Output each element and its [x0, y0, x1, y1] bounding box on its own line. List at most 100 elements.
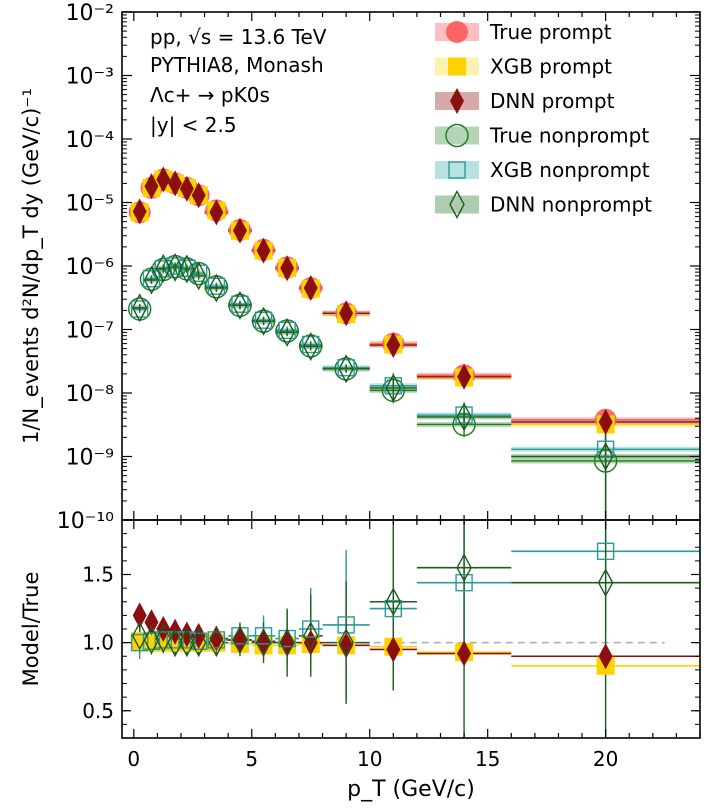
ratio-marker-1-1: [144, 609, 159, 636]
marker-4-6: [207, 277, 226, 295]
y-tick-label-4: 10⁻⁶: [66, 255, 115, 280]
marker-5-8: [255, 306, 272, 336]
ratio-marker-2-13: [455, 573, 473, 592]
marker-2-10: [303, 275, 318, 302]
ratio-marker-2-2: [154, 631, 172, 649]
ratio-marker-2-0: [130, 633, 149, 652]
x-tick-label-15: 15: [475, 747, 500, 771]
marker-2-12: [386, 332, 401, 359]
marker-4-1: [142, 270, 161, 288]
marker-4-14: [596, 440, 615, 458]
ratio-marker-2-14: [596, 542, 615, 561]
y-tick-label-6: 10⁻⁴: [66, 128, 115, 153]
marker-4-12: [384, 377, 403, 395]
ratio-marker-3-6: [208, 628, 225, 658]
marker-5-9: [279, 317, 295, 347]
annotation-line-3: |y| < 2.5: [150, 113, 237, 137]
marker-3-10: [299, 334, 323, 358]
ratio-marker-2-6: [207, 631, 226, 649]
ratio-tick-label-2: 1.5: [82, 563, 114, 587]
marker-5-12: [385, 373, 402, 403]
marker-2-13: [457, 363, 472, 390]
marker-4-8: [254, 311, 273, 329]
legend-marker-5: [449, 190, 465, 219]
legend-band-4: [435, 161, 479, 179]
y-tick-label-5: 10⁻⁵: [66, 192, 114, 217]
marker-2-1: [144, 173, 159, 200]
ratio-marker-2-11: [337, 616, 355, 634]
x-tick-label-10: 10: [357, 747, 382, 771]
top-markers: [127, 166, 618, 473]
y-tick-label-8: 10⁻²: [66, 1, 114, 26]
marker-2-6: [209, 199, 224, 226]
annotation-line-0: pp, √s = 13.6 TeV: [150, 25, 327, 49]
x-tick-label-20: 20: [593, 747, 618, 771]
ratio-marker-2-8: [254, 627, 273, 645]
annotation: pp, √s = 13.6 TeV PYTHIA8, Monash Λc+ → pK…: [150, 25, 327, 137]
ratio-marker-3-14: [597, 568, 614, 598]
y-tick-label-0: 10⁻¹⁰: [57, 509, 114, 534]
ratio-marker-3-0: [131, 621, 148, 651]
marker-2-5: [191, 182, 206, 209]
x-tick-label-5: 5: [245, 747, 258, 771]
legend-marker-0: [446, 21, 468, 43]
axes: 0 5 10 15 20 p_T (GeV/c) 10⁻¹⁰ 10⁻⁹ 10⁻⁸ 10⁻⁷ 10⁻⁶…: [19, 1, 701, 802]
marker-2-14: [598, 408, 613, 435]
ratio-marker-2-4: [178, 631, 196, 649]
y-tick-label-3: 10⁻⁷: [66, 319, 114, 344]
ratio-marker-3-2: [155, 624, 172, 654]
marker-3-8: [251, 309, 276, 333]
legend-marker-2: [450, 88, 464, 114]
legend-band-3: [435, 126, 479, 145]
marker-2-7: [232, 217, 247, 244]
x-axis-label: p_T (GeV/c): [347, 777, 475, 802]
bottom-markers: [130, 542, 615, 675]
marker-5-6: [208, 273, 225, 303]
legend-band-5: [435, 195, 479, 214]
marker-5-14: [597, 442, 614, 471]
legend-marker-3: [445, 123, 469, 148]
ratio-marker-2-10: [302, 620, 320, 638]
legend-label-2: DNN prompt: [490, 89, 615, 113]
legend-marker-4: [448, 161, 466, 179]
marker-3-13: [452, 412, 476, 437]
ratio-marker-3-5: [190, 628, 207, 658]
bottom-lines: [133, 520, 700, 738]
ratio-tick-label-1: 1.0: [82, 631, 114, 655]
marker-2-2: [156, 166, 171, 193]
marker-5-3: [167, 252, 183, 282]
legend-label-1: XGB prompt: [490, 55, 612, 79]
marker-5-0: [131, 293, 148, 323]
ratio-marker-2-12: [384, 599, 403, 618]
legend-label-4: XGB nonprompt: [490, 158, 650, 182]
ratio-marker-3-1: [143, 625, 160, 655]
annotation-line-1: PYTHIA8, Monash: [150, 53, 324, 77]
marker-4-0: [130, 300, 149, 318]
marker-4-13: [455, 406, 473, 424]
marker-4-7: [231, 295, 249, 313]
marker-4-2: [154, 260, 172, 278]
marker-5-1: [143, 265, 160, 295]
marker-4-4: [178, 259, 196, 277]
legend-label-5: DNN nonprompt: [490, 193, 652, 217]
ratio-marker-1-13: [457, 640, 472, 667]
y-tick-label-1: 10⁻⁹: [66, 446, 114, 471]
marker-4-5: [189, 264, 208, 282]
marker-4-9: [278, 321, 296, 340]
marker-5-5: [190, 261, 207, 291]
ratio-marker-1-0: [132, 602, 147, 629]
marker-2-8: [256, 237, 271, 264]
legend-marker-1: [448, 57, 466, 76]
marker-2-4: [179, 175, 194, 202]
ratio-marker-3-4: [179, 628, 195, 658]
y-tick-label-7: 10⁻³: [66, 65, 114, 90]
top-error-bars: [133, 178, 700, 520]
marker-2-0: [132, 198, 147, 225]
ratio-marker-3-9: [279, 628, 295, 658]
marker-3-7: [228, 293, 252, 318]
ratio-marker-2-5: [189, 632, 208, 650]
ratio-marker-2-3: [166, 631, 184, 649]
marker-4-10: [302, 335, 320, 354]
ratio-marker-1-12: [386, 636, 401, 663]
